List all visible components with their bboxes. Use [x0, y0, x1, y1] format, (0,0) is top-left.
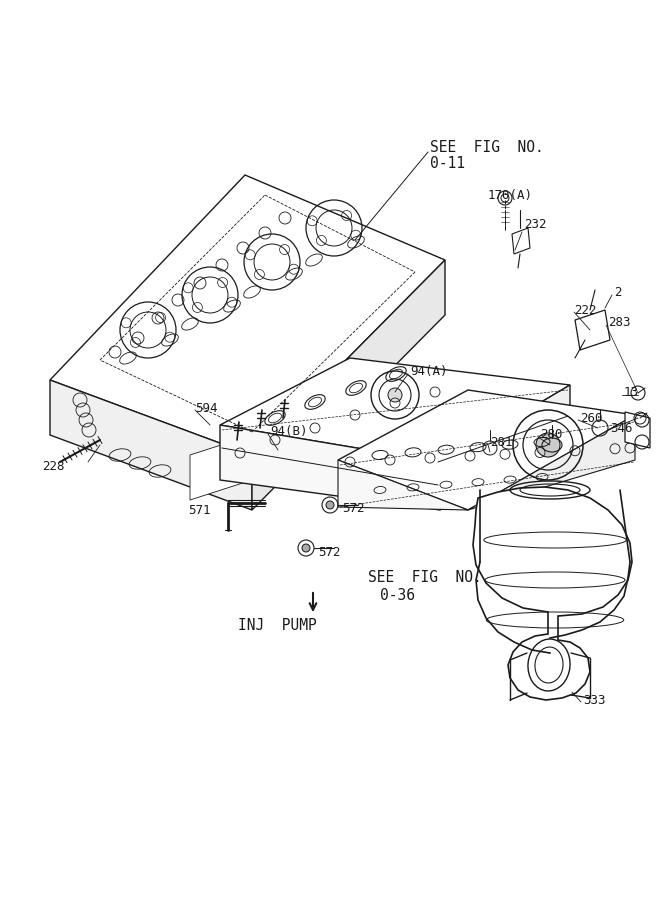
Text: 260: 260: [580, 411, 602, 425]
Text: 2: 2: [614, 286, 622, 300]
Polygon shape: [473, 487, 632, 700]
Text: 228: 228: [42, 460, 65, 473]
Text: 283: 283: [608, 317, 630, 329]
Text: 0-11: 0-11: [430, 156, 465, 170]
Text: SEE  FIG  NO.: SEE FIG NO.: [368, 571, 482, 586]
Circle shape: [536, 433, 560, 457]
Text: 333: 333: [583, 694, 606, 706]
Polygon shape: [190, 435, 252, 500]
Text: 594: 594: [195, 401, 217, 415]
Text: 346: 346: [610, 421, 632, 435]
Polygon shape: [50, 175, 445, 455]
Text: 222: 222: [574, 303, 596, 317]
Polygon shape: [440, 385, 570, 510]
Circle shape: [326, 501, 334, 509]
Polygon shape: [625, 412, 650, 448]
Text: SEE  FIG  NO.: SEE FIG NO.: [430, 140, 544, 156]
Text: 571: 571: [188, 503, 211, 517]
Text: 170(A): 170(A): [488, 190, 533, 203]
Polygon shape: [220, 358, 570, 462]
Polygon shape: [468, 415, 635, 510]
Polygon shape: [512, 228, 530, 254]
Text: 572: 572: [318, 545, 340, 559]
Text: 94(A): 94(A): [410, 365, 448, 379]
Text: 232: 232: [524, 219, 546, 231]
Polygon shape: [50, 380, 252, 510]
Polygon shape: [575, 310, 610, 350]
Text: 13: 13: [624, 386, 639, 400]
Text: 572: 572: [342, 501, 364, 515]
Polygon shape: [338, 460, 468, 510]
Text: INJ  PUMP: INJ PUMP: [238, 617, 317, 633]
Text: 0-36: 0-36: [380, 588, 415, 602]
Polygon shape: [220, 425, 440, 510]
Polygon shape: [252, 260, 445, 510]
Text: 281: 281: [490, 436, 512, 449]
Text: 94(B): 94(B): [270, 426, 307, 438]
Polygon shape: [338, 390, 635, 510]
Circle shape: [388, 388, 402, 402]
Text: 280: 280: [540, 428, 562, 442]
Circle shape: [302, 544, 310, 552]
Polygon shape: [252, 390, 360, 480]
